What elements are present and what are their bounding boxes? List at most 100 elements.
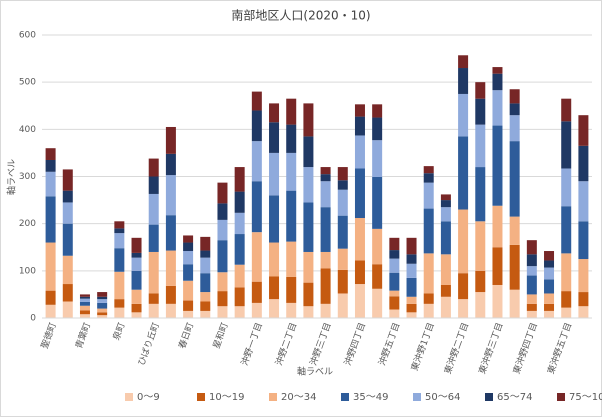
bar-segment [526,294,537,304]
bar-segment [320,268,331,304]
bar-segment [440,296,451,318]
bar-segment [114,233,125,249]
bar-segment [148,224,159,252]
bar-segment [200,310,211,318]
bar-segment [320,181,331,208]
bar-segment [131,312,142,318]
bar-segment [62,284,73,302]
bar-segment [45,304,56,318]
bar-segment [337,269,348,294]
bar-segment [45,171,56,197]
bar-segment [561,291,572,308]
bar-segment [79,296,90,299]
bar-segment [492,73,503,91]
bar-segment [337,189,348,216]
bar-segment [354,218,365,261]
y-tick-label: 500 [19,78,36,88]
bar-segment [458,68,469,94]
bar-segment [165,153,176,176]
bar-segment [217,291,228,307]
bar-segment [492,67,503,74]
bar-segment [372,104,383,118]
bar-segment [79,298,90,302]
bar-segment [165,285,176,304]
bar-segment [131,237,142,253]
bar-segment [148,193,159,225]
bar-segment [440,254,451,285]
bar-segment [320,207,331,252]
bar-segment [492,205,503,248]
bar-segment [578,259,589,293]
bar-segment [303,251,314,283]
bar-segment [526,266,537,276]
bar-segment [217,240,228,273]
bar-segment [286,276,297,303]
bar-segment [303,202,314,252]
bar-segment [509,89,520,104]
bar-segment [423,303,434,318]
chart-title: 南部地区人口(2020・10) [231,8,370,23]
bar-segment [509,244,520,290]
bar-segment [79,301,90,306]
bar-segment [269,195,280,243]
bar-segment [458,93,469,137]
bar-segment [79,310,90,315]
bar-segment [79,305,90,311]
bar-segment [475,221,486,271]
y-tick-label: 300 [19,172,36,182]
bar-segment [526,303,537,311]
bar-segment [269,276,280,300]
bar-segment [97,302,108,309]
bar-segment [544,293,555,304]
bar-segment [423,293,434,304]
bar-segment [320,174,331,182]
bar-segment [492,247,503,285]
bar-segment [79,314,90,318]
legend-label: 10～19 [209,392,244,403]
bar-segment [97,315,108,318]
x-axis-label: 軸ラベル [297,366,333,378]
bar-segment [458,299,469,318]
bar-segment [165,175,176,216]
bar-segment [217,219,228,241]
bar-segment [544,251,555,261]
bar-segment [234,167,245,192]
bar-segment [217,272,228,292]
bar-segment [286,98,297,125]
bar-segment [389,309,400,318]
bar-segment [423,173,434,183]
bar-segment [148,251,159,294]
y-axis-label: 軸ラベル [6,159,18,195]
bar-segment [423,166,434,174]
bar-segment [578,306,589,318]
bar-segment [97,292,108,297]
bar-segment [234,212,245,235]
y-tick-label: 400 [19,125,36,135]
bar-segment [234,264,245,288]
bar-segment [389,290,400,297]
bar-segment [526,240,537,255]
bar-segment [406,254,417,264]
bar-segment [269,242,280,277]
bar-segment [183,300,194,311]
bar-segment [561,206,572,254]
bar-segment [372,288,383,318]
bar-segment [544,279,555,294]
bar-segment [183,264,194,281]
bar-segment [286,302,297,318]
bar-segment [148,158,159,177]
bar-segment [354,116,365,136]
bar-segment [320,167,331,175]
bar-segment [269,299,280,318]
bar-segment [475,98,486,125]
bar-segment [183,235,194,243]
bar-segment [269,152,280,196]
bar-segment [406,312,417,318]
bar-segment [509,115,520,142]
bar-segment [440,200,451,208]
bar-segment [114,228,125,234]
bar-segment [97,299,108,303]
bar-segment [337,293,348,318]
bar-segment [251,91,262,111]
bar-segment [561,253,572,292]
